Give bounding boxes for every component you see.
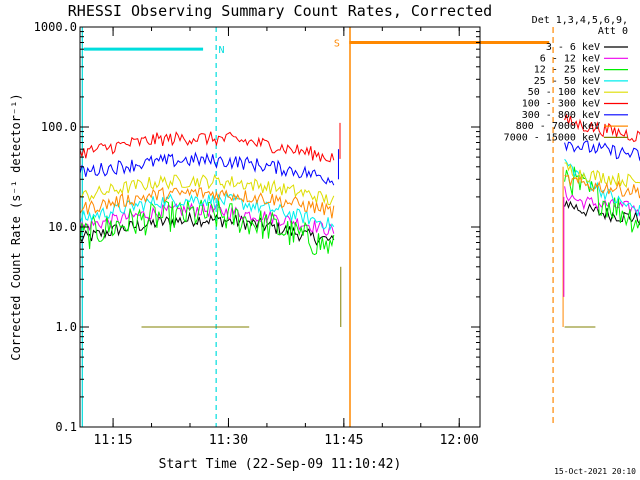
footer-timestamp: 15-Oct-2021 20:10 [554, 467, 636, 476]
series-line [564, 140, 640, 162]
x-axis-label: Start Time (22-Sep-09 11:10:42) [159, 457, 402, 472]
series-line [79, 192, 335, 232]
series-line [564, 113, 640, 143]
legend-entry-label: 50 - 100 keV [528, 87, 600, 98]
legend-entry-label: 12 - 25 keV [534, 65, 600, 76]
series-line [79, 186, 335, 219]
legend-header-line: Att 0 [598, 26, 628, 37]
y-axis-label: Corrected Count Rate (s⁻¹ detector⁻¹) [9, 93, 23, 360]
x-tick-label: 11:45 [324, 433, 363, 448]
legend-entry-label: 100 - 300 keV [522, 99, 600, 110]
y-axis-ticks: 0.1 1.0 10.0 100.0 1000.0 [34, 20, 480, 434]
y-tick-label: 1000.0 [34, 20, 77, 34]
y-tick-label: 10.0 [48, 220, 77, 234]
series-line [564, 158, 640, 217]
x-tick-label: 11:30 [209, 433, 248, 448]
night-bar-label: N [218, 45, 224, 56]
series-line [564, 166, 640, 233]
legend-entry-label: 25 - 50 keV [534, 76, 600, 87]
legend-entry-label: 6 - 12 keV [540, 53, 600, 64]
series-line [79, 211, 335, 246]
series-line [564, 174, 640, 199]
series-line [79, 131, 335, 163]
legend-entry-label: 300 - 800 keV [522, 110, 600, 121]
x-axis-ticks: 11:15 11:30 11:45 12:00 [94, 27, 479, 448]
x-tick-label: 11:15 [94, 433, 133, 448]
legend-header-line: Det 1,3,4,5,6,9, [532, 15, 628, 26]
series-layer [79, 113, 640, 328]
legend-entry-label: 3 - 6 keV [546, 42, 600, 53]
annotation-bars: NS [83, 38, 550, 56]
chart-title: RHESSI Observing Summary Count Rates, Co… [68, 2, 492, 20]
y-tick-label: 1.0 [55, 320, 77, 334]
event-markers [81, 27, 554, 427]
series-line [79, 151, 335, 186]
y-tick-label: 0.1 [55, 420, 77, 434]
series-line [564, 199, 640, 226]
series-line [564, 162, 640, 188]
saa-bar-label: S [334, 38, 340, 49]
legend-entry-label: 800 - 7000 keV [516, 121, 600, 132]
x-tick-label: 12:00 [440, 433, 479, 448]
y-tick-label: 100.0 [41, 120, 77, 134]
legend-entry-label: 7000 - 15000 keV [504, 132, 600, 143]
series-line [79, 173, 335, 206]
